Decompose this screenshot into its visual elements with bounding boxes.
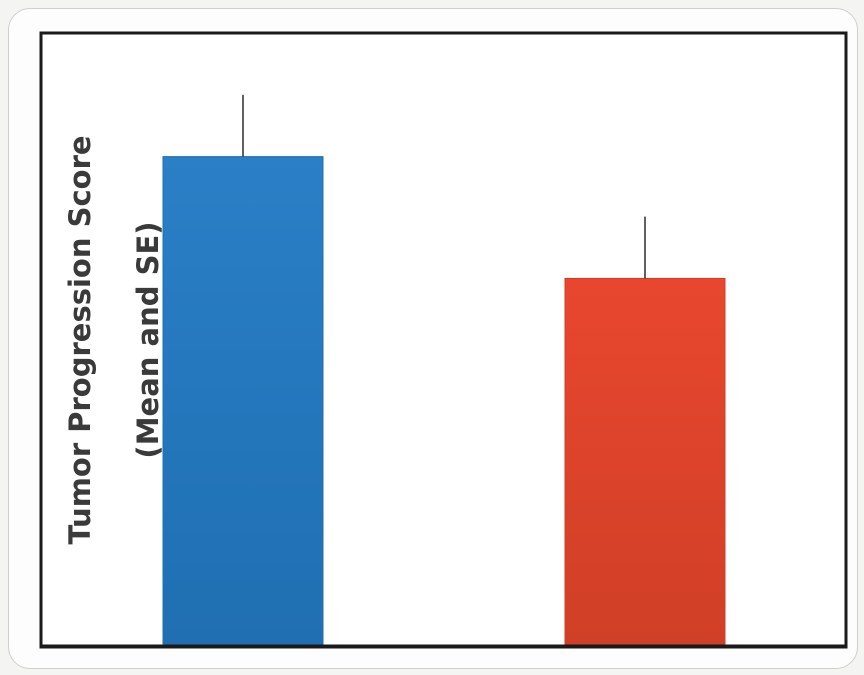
y-axis-label-line-1: Tumor Progression Score [63, 135, 97, 544]
bar-2 [564, 277, 726, 646]
bars-layer [41, 94, 846, 648]
y-axis-label: Tumor Progression Score (Mean and SE) [63, 135, 165, 544]
bar-1 [162, 156, 324, 646]
y-axis-label-line-2: (Mean and SE) [131, 221, 165, 458]
